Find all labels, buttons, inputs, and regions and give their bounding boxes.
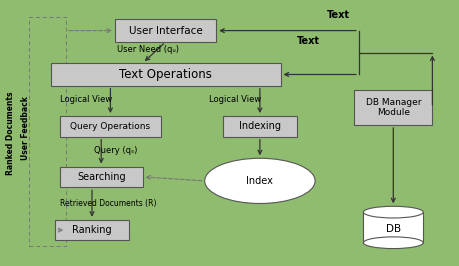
Ellipse shape [363,206,422,218]
Text: Query Operations: Query Operations [70,122,150,131]
Text: User Interface: User Interface [129,26,202,36]
Text: Searching: Searching [77,172,125,182]
Text: Logical View: Logical View [60,95,112,104]
FancyBboxPatch shape [50,63,280,86]
Ellipse shape [363,237,422,248]
FancyBboxPatch shape [223,116,296,137]
FancyBboxPatch shape [60,167,142,187]
Text: Query (qₛ): Query (qₛ) [94,146,137,155]
Text: Ranked Documents: Ranked Documents [6,91,15,175]
FancyBboxPatch shape [115,19,216,42]
FancyBboxPatch shape [55,220,129,240]
FancyBboxPatch shape [353,90,431,125]
Text: DB Manager
Module: DB Manager Module [365,98,420,117]
Text: Index: Index [246,176,273,186]
Ellipse shape [204,158,314,203]
Text: Indexing: Indexing [238,121,280,131]
Text: User Need (qᵤ): User Need (qᵤ) [117,45,179,54]
FancyBboxPatch shape [363,212,422,243]
Text: Logical View: Logical View [209,95,261,104]
Text: Text Operations: Text Operations [119,68,212,81]
Text: Text: Text [296,36,319,46]
Text: Ranking: Ranking [72,225,112,235]
Text: Text: Text [326,10,349,20]
Text: Retrieved Documents (R): Retrieved Documents (R) [60,199,156,208]
FancyBboxPatch shape [60,116,161,137]
Text: DB: DB [385,224,400,234]
Text: User Feedback: User Feedback [21,96,30,160]
